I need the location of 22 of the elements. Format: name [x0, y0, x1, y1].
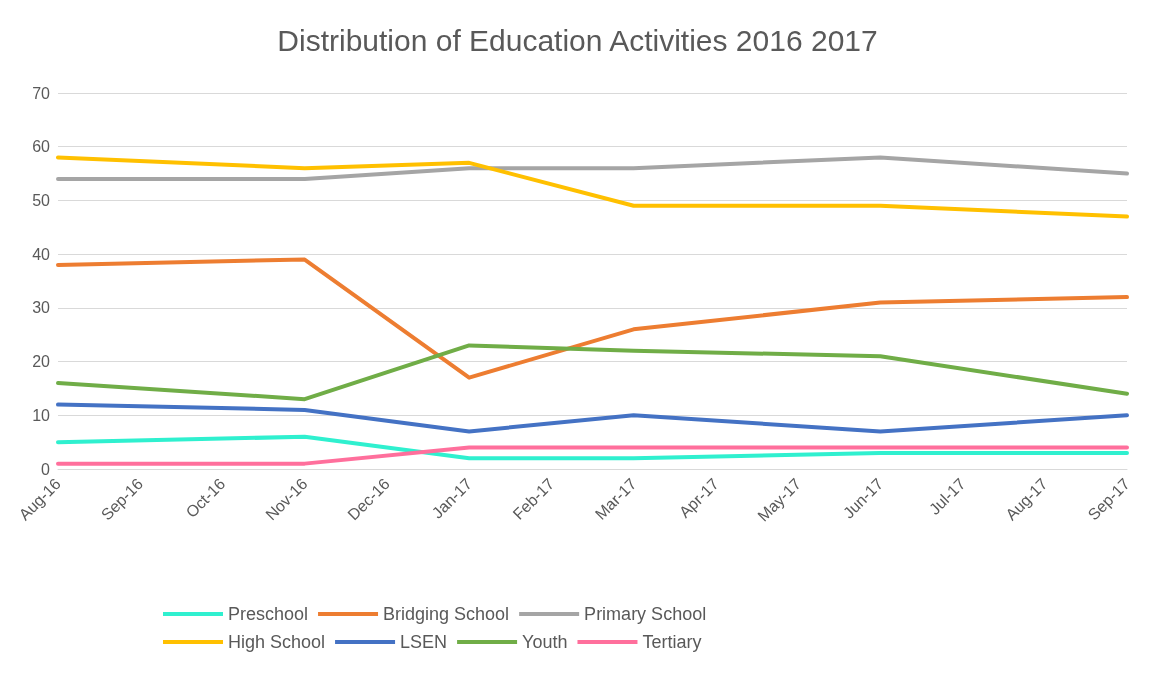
legend-label: Tertiary [642, 632, 702, 652]
y-tick-label: 0 [41, 460, 51, 478]
line-series [56, 434, 1129, 461]
y-tick-label: 40 [32, 245, 51, 263]
y-tick-label: 70 [32, 84, 51, 102]
legend-label: High School [228, 632, 326, 652]
line-series [56, 257, 1129, 380]
legend-label: Preschool [228, 604, 309, 624]
legend-label: LSEN [400, 632, 448, 652]
y-tick-label: 30 [32, 299, 51, 317]
line-series [56, 343, 1129, 402]
line-series [56, 155, 1129, 219]
legend-label: Bridging School [383, 604, 510, 624]
line-series [56, 155, 1129, 181]
chart-title: Distribution of Education Activities 2016 2017 [277, 23, 878, 57]
y-tick-label: 60 [32, 138, 51, 156]
y-tick-label: 50 [32, 191, 51, 209]
y-tick-label: 10 [32, 406, 51, 424]
y-tick-label: 20 [32, 353, 51, 371]
legend-label: Youth [522, 632, 568, 652]
line-series [56, 402, 1129, 434]
legend-label: Primary School [584, 604, 707, 624]
